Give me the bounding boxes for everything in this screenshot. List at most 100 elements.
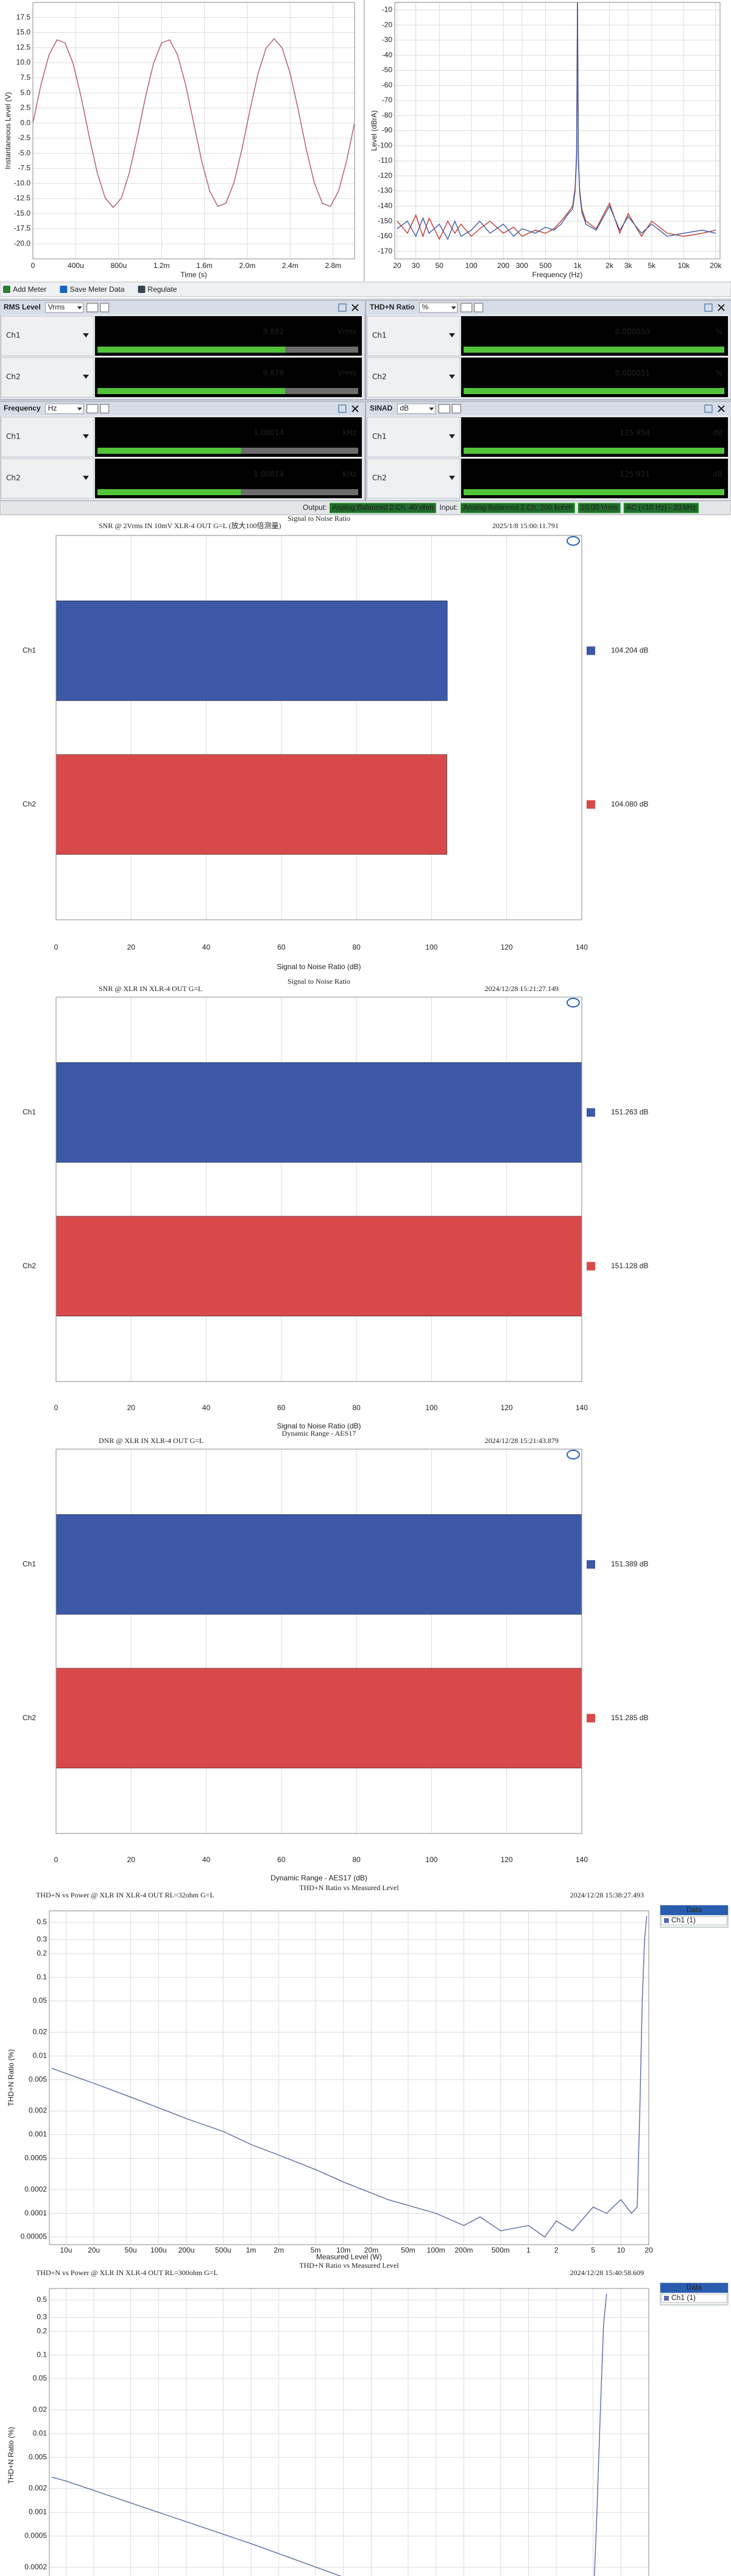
legend-header [660, 2283, 728, 2293]
y-tick-label: -17.5 [14, 224, 31, 233]
x-tick-label: 20m [364, 2246, 378, 2254]
x-tick-label: 120 [501, 943, 513, 951]
x-axis-label: Time (s) [180, 270, 207, 279]
channel-dropdown[interactable] [83, 434, 89, 439]
y-tick-label: -5.0 [18, 149, 30, 157]
x-tick-label: 60 [277, 1855, 286, 1864]
channel-cell [367, 458, 461, 499]
close-button[interactable] [351, 304, 359, 311]
y-tick-label: 0.0005 [24, 2532, 47, 2540]
x-tick-label: 1k [574, 261, 582, 270]
meter-title: RMS Level [4, 303, 41, 311]
expand-button[interactable] [704, 303, 713, 312]
toolbar-icon[interactable] [3, 286, 10, 293]
meter-icon[interactable] [451, 404, 461, 414]
chart-title: THD+N vs Power @ XLR IN XLR-4 OUT RL=32o… [36, 1891, 214, 1899]
y-axis-label: Instantaneous Level (V) [4, 92, 12, 169]
expand-button[interactable] [704, 404, 713, 413]
chart-header: THD+N Ratio vs Measured Level [299, 1883, 399, 1892]
x-tick-label: 100 [465, 261, 478, 270]
close-button[interactable] [718, 304, 725, 311]
chart-header: Signal to Noise Ratio [288, 514, 350, 523]
toolbar-button[interactable]: Add Meter [13, 285, 46, 294]
y-tick-label: -20.0 [14, 239, 31, 247]
ap-logo [567, 998, 580, 1007]
channel-dropdown[interactable] [449, 476, 455, 480]
meter-reading: 125.954 [620, 429, 650, 437]
x-tick-label: 1.2m [154, 261, 170, 270]
meter-unit: % [716, 328, 722, 336]
x-tick-label: 10 [617, 2246, 626, 2254]
y-tick-label: 2.5 [20, 104, 30, 112]
meter-icon[interactable] [100, 404, 110, 414]
x-tick-label: 60 [277, 943, 286, 951]
meter-icon[interactable] [461, 303, 473, 312]
meter-icon[interactable] [474, 303, 484, 312]
x-tick-label: 40 [202, 1855, 211, 1864]
legend-row [661, 1916, 727, 1925]
x-tick-label: 100 [425, 943, 437, 951]
toolbar-icon[interactable] [60, 286, 68, 293]
channel-name: Ch2 [372, 474, 387, 482]
expand-button[interactable] [338, 303, 347, 312]
unit-select[interactable] [45, 302, 84, 313]
toolbar-icon[interactable] [138, 286, 146, 293]
close-button[interactable] [351, 405, 359, 412]
channel-dropdown[interactable] [449, 434, 455, 439]
y-tick-label: -170 [378, 247, 392, 255]
value-swatch [587, 1713, 595, 1723]
bar [56, 600, 448, 701]
value-swatch [587, 646, 595, 655]
toolbar [0, 281, 731, 297]
unit-select[interactable] [397, 403, 436, 414]
legend-label: Ch1 (1) [671, 2293, 696, 2302]
close-button[interactable] [718, 405, 725, 412]
x-tick-label: 1m [246, 2246, 256, 2254]
plot-marks [56, 1514, 582, 1769]
select-arrow [451, 306, 456, 309]
select-arrow [77, 306, 82, 309]
meter-icon[interactable] [100, 303, 110, 312]
value-swatch [587, 800, 595, 809]
toolbar-button[interactable]: Regulate [147, 285, 177, 294]
x-tick-label: 0 [54, 1855, 58, 1864]
x-tick-label: 80 [352, 1855, 361, 1864]
y-tick-label: -12.5 [14, 194, 31, 202]
y-tick-label: 12.5 [16, 43, 31, 51]
channel-dropdown[interactable] [449, 375, 455, 379]
plot-area [33, 2, 355, 259]
unit-select[interactable] [45, 403, 84, 414]
channel-dropdown[interactable] [449, 333, 455, 337]
category-label: Ch1 [23, 1559, 36, 1568]
x-tick-label: 20u [88, 2246, 100, 2254]
line-series [33, 38, 355, 208]
meter-icon[interactable] [87, 303, 99, 312]
x-axis-label: Dynamic Range - AES17 (dB) [270, 1874, 367, 1882]
unit-select[interactable] [419, 302, 458, 313]
meter-icon[interactable] [438, 404, 450, 414]
level-bar [464, 448, 724, 454]
x-tick-label: 3k [624, 261, 633, 270]
y-tick-label: 0.1 [37, 1972, 47, 1981]
channel-dropdown[interactable] [83, 476, 89, 480]
toolbar-button[interactable]: Save Meter Data [69, 285, 124, 294]
channel-dropdown[interactable] [83, 333, 89, 337]
ap-logo [567, 1450, 580, 1459]
line-series [397, 2, 716, 241]
y-tick-label: 0.3 [37, 2313, 47, 2321]
meter-reading: 9.878 [263, 369, 284, 378]
meter-title: THD+N Ratio [370, 303, 415, 311]
level-bar [464, 388, 724, 394]
y-tick-label: -30 [382, 35, 393, 44]
y-tick-label: 0.005 [29, 2452, 47, 2461]
x-tick-label: 800u [110, 261, 127, 270]
chart-timestamp: 2024/12/28 15:21:43.879 [485, 1436, 559, 1445]
legend-title: Data [687, 2283, 702, 2292]
y-tick-label: -50 [382, 66, 393, 74]
expand-button[interactable] [338, 404, 347, 413]
y-axis-label: THD+N Ratio (%) [7, 2427, 15, 2484]
channel-dropdown[interactable] [83, 375, 89, 379]
meter-icon[interactable] [87, 404, 99, 414]
status-level: 10.00 Vrms [581, 503, 618, 512]
